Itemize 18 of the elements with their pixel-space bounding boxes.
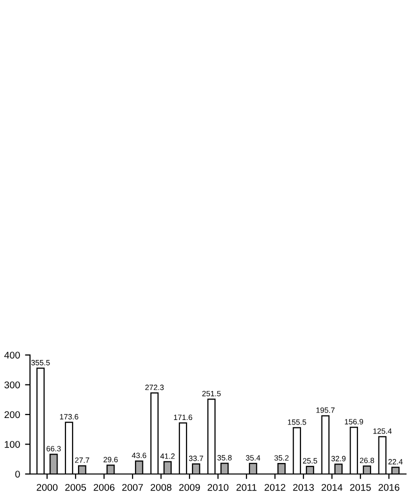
- x-tick-label: 2014: [322, 484, 342, 491]
- x-tick-label: 2005: [65, 484, 86, 491]
- x-tick-label: 2007: [122, 484, 143, 491]
- x-tick-label: 2008: [150, 484, 172, 491]
- y-tick-label: 0: [15, 470, 20, 478]
- y-tick-label: 300: [4, 381, 20, 388]
- x-tick-label: 2012: [264, 484, 286, 491]
- x-tick-label: 2006: [94, 484, 114, 491]
- y-tick-label: 400: [4, 352, 20, 359]
- x-tick-label: 2011: [236, 484, 256, 491]
- x-tick-label: 2000: [36, 484, 58, 491]
- x-tick-label: 2015: [350, 484, 371, 491]
- x-tick-label: 2013: [293, 484, 314, 491]
- x-tick-label: 2009: [179, 484, 200, 491]
- y-tick-label: 100: [4, 440, 20, 448]
- x-tick-label: 2016: [378, 484, 400, 491]
- y-tick-label: 200: [4, 411, 20, 418]
- x-tick-label: 2010: [208, 484, 228, 491]
